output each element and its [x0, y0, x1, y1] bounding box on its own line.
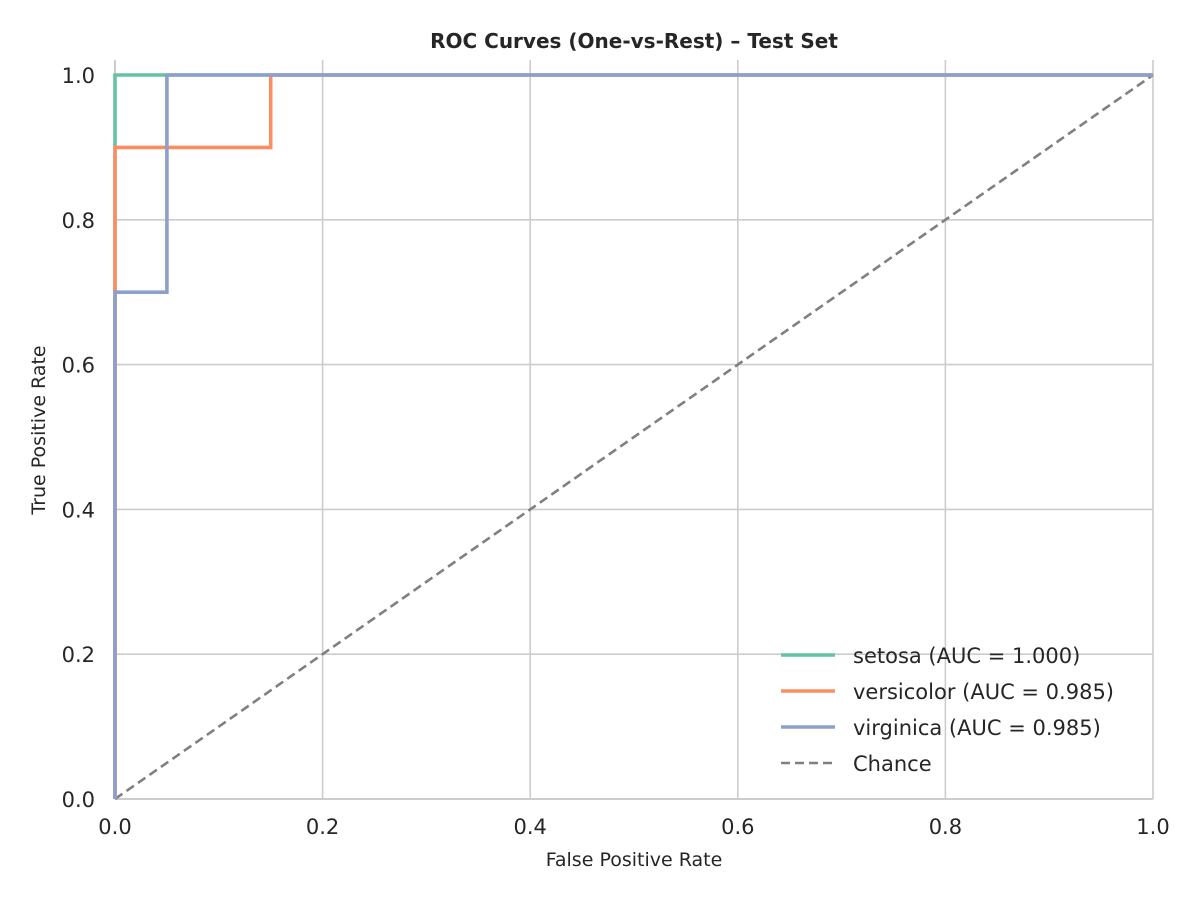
y-tick-label: 0.0	[62, 788, 95, 812]
plot-area	[115, 60, 1153, 799]
x-tick-label: 1.0	[1136, 815, 1169, 839]
legend-label: setosa (AUC = 1.000)	[853, 644, 1080, 668]
virginica-roc-line	[113, 73, 1153, 799]
y-tick-label: 0.8	[62, 209, 95, 233]
x-tick-label: 0.0	[98, 815, 131, 839]
grid	[115, 60, 1154, 799]
legend: setosa (AUC = 1.000) versicolor (AUC = 0.…	[781, 644, 1114, 776]
y-tick-label: 0.6	[62, 354, 95, 378]
y-axis-label: True Positive Rate	[28, 345, 50, 515]
legend-label: virginica (AUC = 0.985)	[853, 716, 1101, 740]
x-tick-label: 0.2	[306, 815, 339, 839]
legend-item-virginica: virginica (AUC = 0.985)	[781, 716, 1101, 740]
series-lines	[113, 73, 1154, 801]
x-tick-label: 0.6	[721, 815, 754, 839]
y-tick-label: 1.0	[62, 64, 95, 88]
legend-item-setosa: setosa (AUC = 1.000)	[781, 644, 1080, 668]
chance-line	[114, 73, 1154, 801]
y-tick-label: 0.4	[62, 498, 95, 522]
x-axis-label: False Positive Rate	[546, 849, 723, 871]
x-tick-label: 0.4	[513, 815, 546, 839]
x-axis-ticks: 0.0 0.2 0.4 0.6 0.8 1.0	[98, 815, 1169, 839]
x-tick-label: 0.8	[929, 815, 962, 839]
y-axis-ticks: 0.0 0.2 0.4 0.6 0.8 1.0	[62, 64, 95, 812]
legend-label: versicolor (AUC = 0.985)	[853, 680, 1114, 704]
legend-item-chance: Chance	[781, 752, 932, 776]
legend-item-versicolor: versicolor (AUC = 0.985)	[781, 680, 1114, 704]
chart-title: ROC Curves (One-vs-Rest) – Test Set	[430, 29, 838, 53]
legend-label: Chance	[853, 752, 932, 776]
y-tick-label: 0.2	[62, 643, 95, 667]
